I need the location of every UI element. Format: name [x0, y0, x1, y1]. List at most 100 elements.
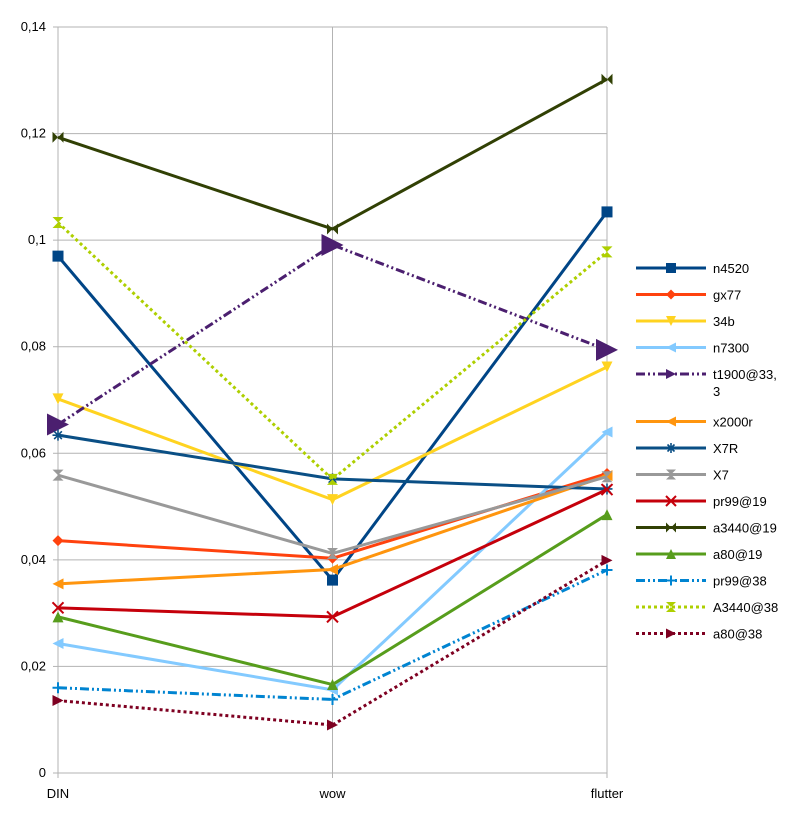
legend-label: X7R — [713, 441, 738, 456]
data-point — [666, 369, 676, 379]
series-line — [52, 469, 613, 559]
data-point — [52, 578, 64, 590]
data-point — [666, 342, 676, 353]
legend-item: n7300 — [636, 341, 749, 356]
series-polyline — [57, 559, 608, 727]
legend-item: X7 — [636, 468, 729, 483]
x-tick-labels: DIN wow flutter — [47, 786, 624, 801]
data-point — [327, 494, 338, 506]
y-tick-label: 0,1 — [28, 232, 46, 247]
data-point — [321, 233, 344, 256]
data-point — [600, 483, 614, 496]
series-polyline — [57, 568, 608, 701]
y-tick-label: 0 — [39, 765, 46, 780]
legend-item: gx77 — [636, 288, 741, 303]
data-point — [327, 563, 338, 575]
legend-label: a80@19 — [713, 547, 762, 562]
series-line — [52, 361, 613, 506]
series-line — [51, 483, 614, 624]
legend-label: n4520 — [713, 261, 749, 276]
data-point — [666, 416, 676, 427]
legend-label: gx77 — [713, 288, 741, 303]
y-tick-label: 0,12 — [21, 126, 46, 141]
data-point — [666, 628, 676, 639]
series-line — [52, 554, 613, 731]
data-point — [327, 223, 338, 235]
legend-item: a80@38 — [636, 627, 762, 642]
series-line — [52, 217, 613, 485]
data-point — [666, 316, 676, 326]
legend-label: a3440@19 — [713, 521, 777, 536]
data-point — [326, 610, 339, 624]
legend-item: X7R — [636, 441, 738, 456]
data-point — [52, 393, 64, 405]
data-point — [52, 469, 64, 481]
data-point — [327, 547, 338, 559]
data-point — [666, 469, 676, 480]
y-tick-label: 0,08 — [21, 339, 46, 354]
series-line — [52, 509, 613, 691]
legend-label: pr99@38 — [713, 574, 767, 589]
legend-label: A3440@38 — [713, 600, 778, 615]
data-point — [327, 574, 338, 586]
data-point — [52, 217, 64, 229]
series-line — [52, 206, 613, 586]
legend: n4520 gx77 34b n7300 t1900@33, 3 x2000r X7R X7 pr… — [636, 261, 778, 642]
data-point — [52, 638, 64, 650]
x-tick-label: wow — [318, 786, 346, 801]
data-point — [601, 471, 613, 483]
data-point — [666, 575, 676, 586]
data-point — [601, 509, 613, 521]
x-tick-label: flutter — [591, 786, 624, 801]
data-point — [52, 535, 64, 547]
data-point — [666, 289, 676, 300]
data-point — [666, 602, 676, 612]
series-lines — [47, 73, 618, 731]
data-point — [52, 695, 64, 707]
legend-label: t1900@33, — [713, 367, 777, 382]
data-point — [327, 719, 338, 731]
data-point — [596, 338, 618, 361]
y-tick-label: 0,02 — [21, 658, 46, 673]
legend-item: pr99@19 — [636, 494, 767, 509]
data-point — [666, 263, 676, 273]
legend-item: n4520 — [636, 261, 749, 276]
data-point — [666, 522, 676, 533]
grid-lines — [57, 26, 608, 778]
data-point — [52, 682, 64, 694]
legend-item: t1900@33, 3 — [636, 367, 777, 399]
axes — [53, 26, 607, 774]
data-point — [601, 73, 613, 85]
series-line — [52, 470, 613, 590]
legend-label: X7 — [713, 468, 729, 483]
legend-item: a3440@19 — [636, 521, 777, 536]
legend-item: x2000r — [636, 415, 753, 430]
data-point — [51, 601, 65, 615]
y-tick-label: 0,04 — [21, 552, 46, 567]
data-point — [52, 131, 64, 143]
data-point — [327, 473, 338, 485]
x-tick-label: DIN — [47, 786, 69, 801]
data-point — [327, 693, 338, 705]
series-line — [47, 233, 618, 436]
data-point — [327, 679, 338, 691]
data-point — [52, 250, 64, 262]
data-point — [666, 549, 676, 559]
data-point — [47, 413, 69, 436]
series-polyline — [57, 243, 608, 426]
data-point — [601, 426, 613, 438]
legend-label: a80@38 — [713, 627, 762, 642]
legend-label: n7300 — [713, 341, 749, 356]
legend-item: 34b — [636, 314, 735, 329]
legend-label: 34b — [713, 314, 735, 329]
series-polyline — [56, 221, 608, 481]
data-point — [666, 443, 676, 453]
data-point — [601, 246, 613, 258]
data-point — [52, 429, 64, 441]
data-point — [601, 554, 613, 566]
data-point — [665, 495, 677, 507]
series-line — [52, 564, 613, 705]
legend-label: 3 — [713, 384, 720, 399]
data-point — [601, 206, 613, 218]
